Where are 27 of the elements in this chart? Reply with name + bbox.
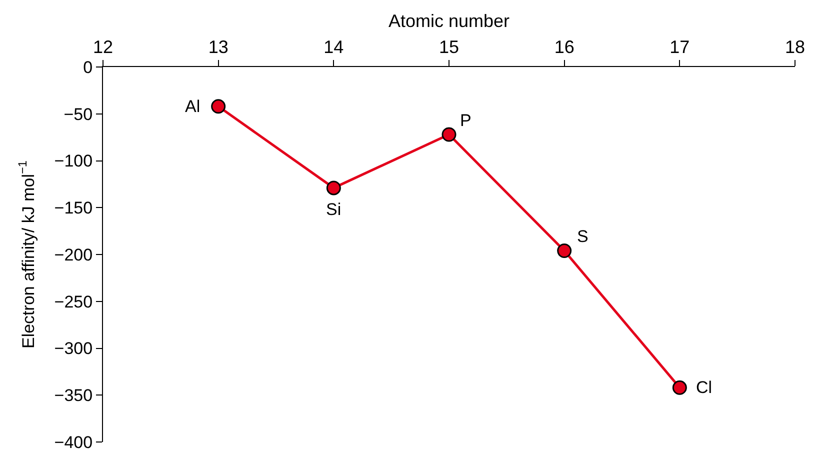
x-tick-label: 12 (92, 36, 114, 57)
y-tick-label: −100 (54, 152, 93, 171)
x-axis-title: Atomic number (388, 11, 510, 31)
y-tick-label: −150 (54, 198, 93, 218)
y-tick-label: −300 (54, 339, 93, 358)
annotation: S (577, 227, 588, 246)
x-tick-label: 13 (208, 36, 228, 57)
point (211, 99, 226, 114)
annotation: P (460, 111, 472, 130)
annotation: Cl (696, 378, 712, 397)
point (672, 380, 687, 395)
x-tick-label: 16 (554, 36, 574, 57)
annotation: Si (326, 200, 342, 219)
point (326, 180, 341, 196)
x-tick-label: 18 (784, 36, 806, 57)
x-tick-label: 14 (324, 36, 344, 57)
y-tick-label: −250 (54, 292, 93, 312)
y-tick-label: 0 (83, 58, 93, 77)
point (442, 127, 456, 142)
point (557, 244, 572, 258)
y-tick-label: −200 (54, 245, 93, 264)
y-tick-label: −400 (54, 432, 93, 452)
y-tick-label: −50 (64, 104, 93, 124)
x-tick-label: 15 (438, 36, 460, 57)
x-tick-label: 17 (670, 36, 690, 57)
annotation: Al (185, 97, 200, 116)
y-tick-label: −350 (54, 386, 93, 406)
